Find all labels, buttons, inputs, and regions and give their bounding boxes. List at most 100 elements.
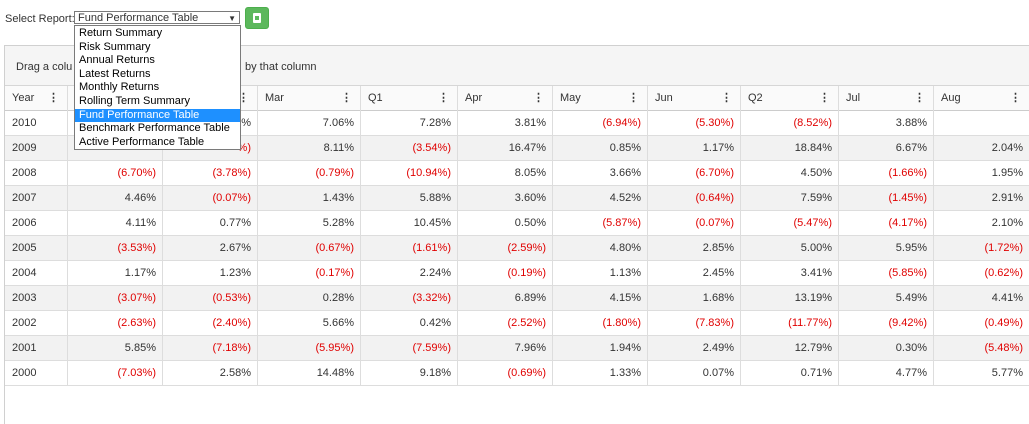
return-cell: 2.91% <box>934 186 1029 210</box>
report-toolbar: Select Report: Fund Performance Table ▼ <box>0 0 1029 40</box>
return-cell: (2.40%) <box>163 311 258 335</box>
column-header-label: Jul <box>846 92 861 104</box>
return-cell: 0.85% <box>553 136 648 160</box>
group-bar-text-left: Drag a colu <box>16 61 73 73</box>
return-cell: (0.53%) <box>163 286 258 310</box>
return-cell: 8.11% <box>258 136 361 160</box>
column-header-label: May <box>560 92 581 104</box>
column-menu-icon[interactable]: ⋮ <box>721 92 732 104</box>
return-cell: (7.03%) <box>68 361 163 385</box>
column-header-label: Q2 <box>748 92 763 104</box>
return-cell: (1.61%) <box>361 236 458 260</box>
return-cell: 7.28% <box>361 111 458 135</box>
return-cell: (0.49%) <box>934 311 1029 335</box>
return-cell: (3.07%) <box>68 286 163 310</box>
return-cell: 2.67% <box>163 236 258 260</box>
return-cell: 4.15% <box>553 286 648 310</box>
dropdown-option[interactable]: Return Summary <box>79 27 163 39</box>
return-cell: 3.88% <box>839 111 934 135</box>
column-header-q2[interactable]: Q2 ⋮ <box>741 86 839 111</box>
return-cell: (5.87%) <box>553 211 648 235</box>
return-cell: 0.50% <box>458 211 553 235</box>
year-cell: 2004 <box>5 261 68 285</box>
return-cell: (0.62%) <box>934 261 1029 285</box>
column-menu-icon[interactable]: ⋮ <box>1010 92 1021 104</box>
column-header-label: Year <box>12 92 35 104</box>
column-header-label: Apr <box>465 92 483 104</box>
column-header-may[interactable]: May ⋮ <box>553 86 648 111</box>
column-header-jun[interactable]: Jun ⋮ <box>648 86 741 111</box>
table-row: 2010% 7.06% 7.28% 3.81% (6.94%) (5.30%) (8.52%… <box>5 111 1029 136</box>
return-cell: 1.33% <box>553 361 648 385</box>
column-header-year[interactable]: Year ⋮ <box>5 86 68 111</box>
return-cell: 4.11% <box>68 211 163 235</box>
column-header-aug[interactable]: Aug ⋮ <box>934 86 1029 111</box>
return-cell: 4.50% <box>741 161 839 185</box>
return-cell: 2.49% <box>648 336 741 360</box>
column-menu-icon[interactable]: ⋮ <box>819 92 830 104</box>
year-cell: 2009 <box>5 136 68 160</box>
dropdown-option[interactable]: Annual Returns <box>79 54 155 67</box>
dropdown-option[interactable]: Monthly Returns <box>79 81 160 94</box>
return-cell: 2.85% <box>648 236 741 260</box>
export-excel-button[interactable] <box>245 7 269 29</box>
return-cell: 1.94% <box>553 336 648 360</box>
year-cell: 2001 <box>5 336 68 360</box>
column-header-mar[interactable]: Mar ⋮ <box>258 86 361 111</box>
return-cell: 5.28% <box>258 211 361 235</box>
return-cell: 0.71% <box>741 361 839 385</box>
return-cell: (0.19%) <box>458 261 553 285</box>
dropdown-option[interactable]: Active Performance Table <box>79 135 205 148</box>
dropdown-option[interactable]: Fund Performance Table <box>75 108 240 123</box>
year-cell: 2005 <box>5 236 68 260</box>
return-cell: (5.47%) <box>741 211 839 235</box>
return-cell: 2.58% <box>163 361 258 385</box>
return-cell: 1.23% <box>163 261 258 285</box>
return-cell: 5.49% <box>839 286 934 310</box>
return-cell: (1.66%) <box>839 161 934 185</box>
dropdown-option[interactable]: Benchmark Performance Table <box>79 122 230 135</box>
report-select[interactable]: Fund Performance Table ▼ <box>74 11 240 24</box>
dropdown-option[interactable]: Rolling Term Summary <box>79 95 191 107</box>
return-cell: 14.48% <box>258 361 361 385</box>
return-cell: 9.18% <box>361 361 458 385</box>
return-cell: 5.88% <box>361 186 458 210</box>
column-header-col2[interactable]: ⋮ <box>163 86 258 111</box>
return-cell: (9.42%) <box>839 311 934 335</box>
table-row: 2001 5.85% (7.18%) (5.95%) (7.59%) 7.96% 1.94%… <box>5 336 1029 361</box>
return-cell: 2.04% <box>934 136 1029 160</box>
column-menu-icon[interactable]: ⋮ <box>914 92 925 104</box>
return-cell: 3.66% <box>553 161 648 185</box>
table-row: 2007 4.46% (0.07%) 1.43% 5.88% 3.60% 4.52% (0.6… <box>5 186 1029 211</box>
column-header-apr[interactable]: Apr ⋮ <box>458 86 553 111</box>
column-menu-icon[interactable]: ⋮ <box>438 92 449 104</box>
return-cell: 5.66% <box>258 311 361 335</box>
return-cell <box>934 111 1029 135</box>
column-menu-icon[interactable]: ⋮ <box>533 92 544 104</box>
return-cell: (11.77%) <box>741 311 839 335</box>
column-menu-icon[interactable]: ⋮ <box>628 92 639 104</box>
return-cell: 3.81% <box>458 111 553 135</box>
column-header-label: Mar <box>265 92 284 104</box>
return-cell: 3.41% <box>741 261 839 285</box>
return-cell: 2.24% <box>361 261 458 285</box>
return-cell: 1.68% <box>648 286 741 310</box>
return-cell: 1.17% <box>68 261 163 285</box>
return-cell: (0.69%) <box>458 361 553 385</box>
return-cell: (6.70%) <box>648 161 741 185</box>
dropdown-option[interactable]: Risk Summary <box>79 40 151 53</box>
column-header-jul[interactable]: Jul ⋮ <box>839 86 934 111</box>
column-menu-icon[interactable]: ⋮ <box>238 92 249 104</box>
return-cell: (3.78%) <box>163 161 258 185</box>
column-header-q1[interactable]: Q1 ⋮ <box>361 86 458 111</box>
column-menu-icon[interactable]: ⋮ <box>341 92 352 104</box>
year-cell: 2002 <box>5 311 68 335</box>
column-menu-icon[interactable]: ⋮ <box>48 92 59 104</box>
return-cell: (3.32%) <box>361 286 458 310</box>
return-cell: (2.59%) <box>458 236 553 260</box>
return-cell: (0.79%) <box>258 161 361 185</box>
table-row: 2006 4.11% 0.77% 5.28% 10.45% 0.50% (5.87%) (0.… <box>5 211 1029 236</box>
return-cell: (0.64%) <box>648 186 741 210</box>
dropdown-option[interactable]: Latest Returns <box>79 67 151 80</box>
return-cell: % <box>163 111 258 135</box>
